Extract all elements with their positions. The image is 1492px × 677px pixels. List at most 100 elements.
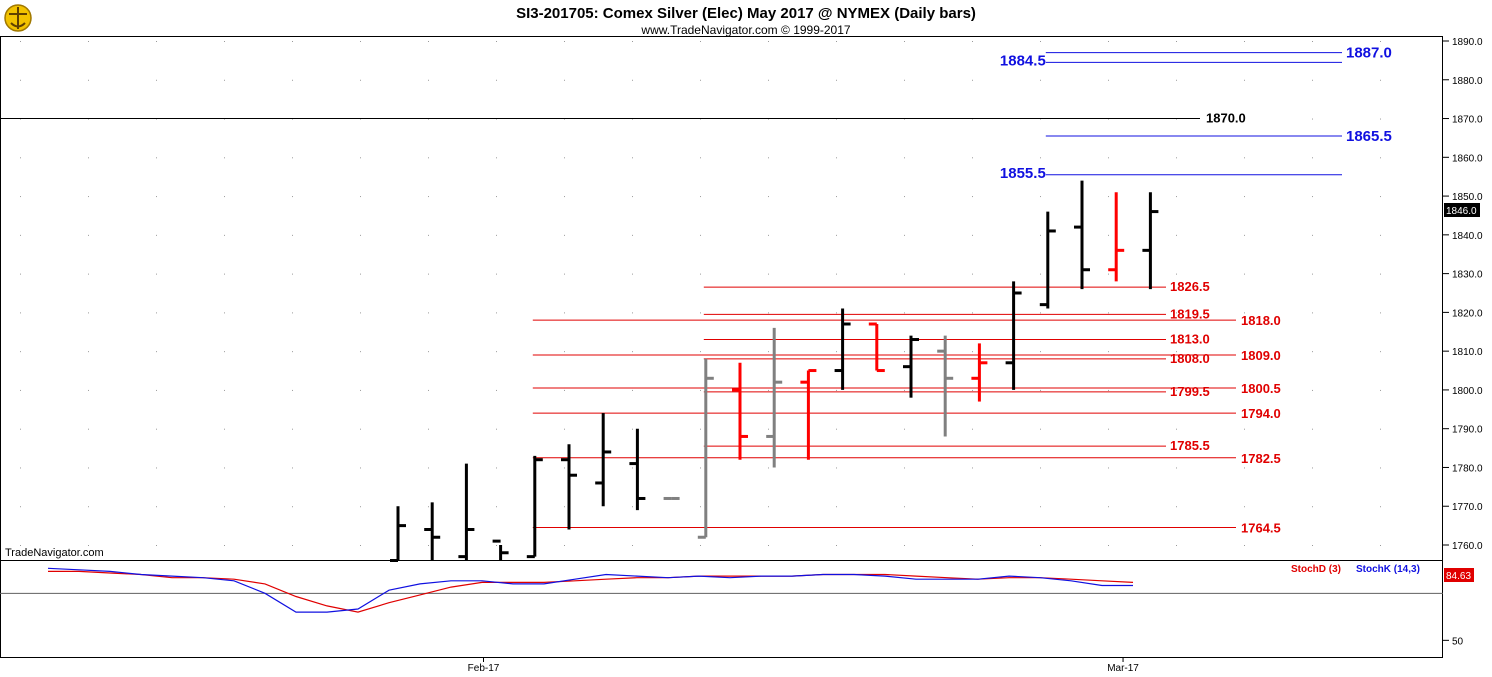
price-tick-label: 1840.0 <box>1452 231 1483 242</box>
grid-dot <box>1040 196 1041 198</box>
grid-dot <box>904 545 905 546</box>
grid-dot <box>700 351 701 353</box>
grid-dot <box>224 41 225 42</box>
price-tick-label: 1790.0 <box>1452 425 1483 436</box>
grid-dot <box>496 234 497 236</box>
grid-dot <box>88 41 89 42</box>
grid-dot <box>20 545 21 546</box>
ohlc-bar <box>1039 211 1056 309</box>
grid-dot <box>1108 312 1109 314</box>
grid-dot <box>360 351 361 353</box>
grid-dot <box>496 157 497 159</box>
grid-dot <box>224 196 225 198</box>
grid-dot <box>700 273 701 275</box>
stoch-legend-entry: StochD (3) <box>1291 564 1341 575</box>
grid-dot <box>1312 506 1313 508</box>
grid-dot <box>1380 467 1381 469</box>
grid-dot <box>904 389 905 391</box>
grid-dot <box>836 506 837 508</box>
grid-dot <box>360 506 361 508</box>
grid-dot <box>156 273 157 275</box>
grid-dot <box>1312 467 1313 469</box>
grid-dot <box>700 506 701 508</box>
grid-dot <box>1108 351 1109 353</box>
grid-dot <box>904 428 905 430</box>
level-label: 1887.0 <box>1346 45 1392 62</box>
price-tick-label: 1850.0 <box>1452 192 1483 203</box>
grid-dot <box>496 273 497 275</box>
grid-dot <box>20 273 21 275</box>
grid-dot <box>88 467 89 469</box>
grid-dot <box>972 157 973 159</box>
grid-dot <box>1380 118 1381 120</box>
grid-dot <box>1244 118 1245 120</box>
grid-dot <box>496 196 497 198</box>
stoch-tick-label: 50 <box>1452 636 1464 647</box>
grid-dot <box>632 545 633 546</box>
grid-dot <box>632 41 633 42</box>
price-tick-label: 1890.0 <box>1452 37 1483 48</box>
grid-dot <box>972 312 973 314</box>
grid-dot <box>564 545 565 546</box>
grid-dot <box>700 196 701 198</box>
grid-dot <box>836 273 837 275</box>
grid-dot <box>972 506 973 508</box>
grid-dot <box>1040 428 1041 430</box>
grid-dot <box>224 389 225 391</box>
grid-dot <box>632 312 633 314</box>
grid-dot <box>1312 389 1313 391</box>
grid-dot <box>564 273 565 275</box>
level-label: 1870.0 <box>1206 111 1246 126</box>
grid-dot <box>1176 351 1177 353</box>
grid-dot <box>700 467 701 469</box>
grid-dot <box>1176 196 1177 198</box>
grid-dot <box>1108 196 1109 198</box>
grid-dot <box>972 545 973 546</box>
grid-dot <box>632 196 633 198</box>
grid-dot <box>564 312 565 314</box>
grid-dot <box>904 196 905 198</box>
ohlc-bar <box>458 463 475 561</box>
grid-dot <box>88 389 89 391</box>
grid-dot <box>428 351 429 353</box>
ohlc-bar <box>732 362 748 460</box>
grid-dot <box>632 389 633 391</box>
grid-dot <box>1244 428 1245 430</box>
grid-dot <box>360 273 361 275</box>
level-label: 1818.0 <box>1241 313 1281 328</box>
grid-dot <box>1312 545 1313 546</box>
last-price-badge: 1846.0 <box>1444 203 1480 217</box>
grid-dot <box>156 506 157 508</box>
chart-title: SI3-201705: Comex Silver (Elec) May 2017… <box>516 5 976 22</box>
grid-dot <box>1244 312 1245 314</box>
grid-dot <box>1108 506 1109 508</box>
grid-dot <box>496 467 497 469</box>
grid-dot <box>360 545 361 546</box>
grid-dot <box>20 234 21 236</box>
level-label: 1799.5 <box>1170 384 1210 399</box>
grid-dot <box>428 196 429 198</box>
grid-dot <box>632 467 633 469</box>
grid-dot <box>224 312 225 314</box>
grid-dot <box>768 351 769 353</box>
ohlc-bar <box>971 343 988 402</box>
grid-dot <box>88 506 89 508</box>
grid-dot <box>564 506 565 508</box>
grid-dot <box>88 312 89 314</box>
grid-dot <box>156 545 157 546</box>
grid-dot <box>88 234 89 236</box>
grid-dot <box>904 467 905 469</box>
grid-dot <box>224 273 225 275</box>
grid-dot <box>1380 79 1381 81</box>
grid-dot <box>1040 389 1041 391</box>
grid-dot <box>292 312 293 314</box>
grid-dot <box>156 467 157 469</box>
grid-dot <box>1380 157 1381 159</box>
grid-dot <box>1244 273 1245 275</box>
grid-dot <box>768 312 769 314</box>
grid-dot <box>632 506 633 508</box>
price-tick-label: 1770.0 <box>1452 502 1483 513</box>
chart-header: SI3-201705: Comex Silver (Elec) May 2017… <box>4 4 976 37</box>
level-label: 1785.5 <box>1170 438 1210 453</box>
